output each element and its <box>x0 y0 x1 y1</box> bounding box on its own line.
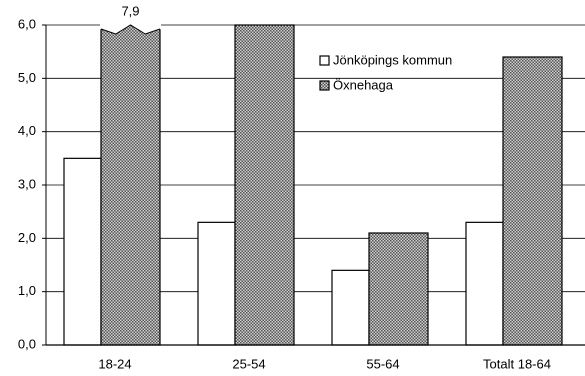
legend-label: Jönköpings kommun <box>333 52 452 67</box>
bar <box>331 269 370 346</box>
y-tick-label: 6,0 <box>18 16 36 31</box>
x-tick-label: 55-64 <box>366 356 399 371</box>
y-tick-label: 4,0 <box>18 123 36 138</box>
legend-swatch <box>319 80 330 91</box>
y-tick-label: 5,0 <box>18 70 36 85</box>
y-tick-label: 2,0 <box>18 230 36 245</box>
bar <box>368 232 429 346</box>
y-tick-label: 0,0 <box>18 336 36 351</box>
y-tick-label: 1,0 <box>18 283 36 298</box>
legend-label: Öxnehaga <box>333 77 394 92</box>
bar <box>502 56 563 346</box>
bar <box>100 24 161 346</box>
x-tick-label: Totalt 18-64 <box>483 356 551 371</box>
y-tick-label: 3,0 <box>18 176 36 191</box>
break-mark <box>100 23 161 34</box>
break-line <box>100 24 161 35</box>
x-tick-label: 18-24 <box>98 356 131 371</box>
bar <box>197 221 236 346</box>
bar <box>234 24 295 346</box>
bar <box>63 157 102 346</box>
x-tick-label: 25-54 <box>232 356 265 371</box>
value-label: 7,9 <box>121 3 139 18</box>
bar <box>465 221 504 346</box>
legend-swatch <box>319 55 330 66</box>
